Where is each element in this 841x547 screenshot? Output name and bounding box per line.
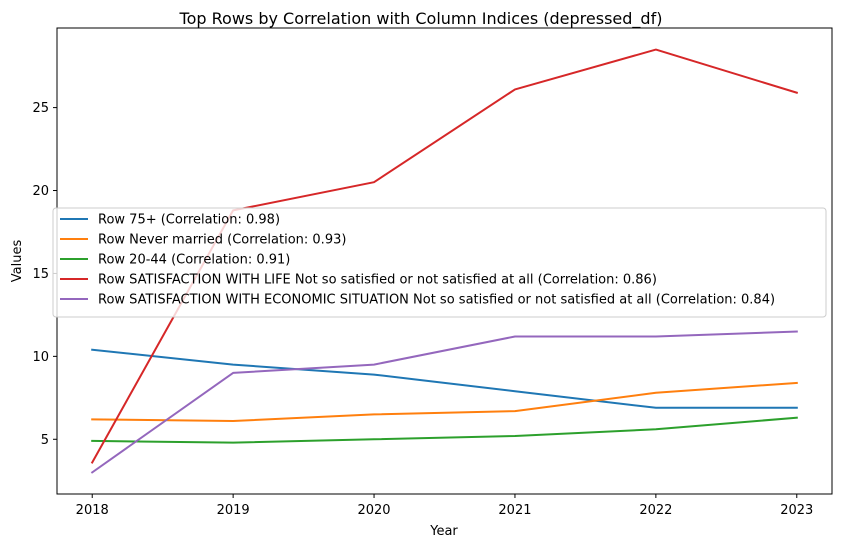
series-line-2 <box>91 381 798 422</box>
series-line-5 <box>90 330 798 474</box>
y-tick-label: 10 <box>32 350 49 365</box>
x-tick-label: 2019 <box>217 503 250 518</box>
y-tick-label: 15 <box>32 267 49 282</box>
x-tick-label: 2018 <box>76 503 109 518</box>
y-tick-label: 25 <box>32 101 49 116</box>
x-tick-label: 2022 <box>639 503 672 518</box>
legend-label-4: Row SATISFACTION WITH LIFE Not so satisf… <box>98 273 657 288</box>
x-tick-label: 2020 <box>357 503 390 518</box>
y-tick-label: 20 <box>32 184 49 199</box>
y-axis-ticks: 5 10 15 20 25 <box>32 101 57 448</box>
series-line-1 <box>91 348 798 409</box>
chart-title: Top Rows by Correlation with Column Indi… <box>179 9 663 29</box>
y-tick-label: 5 <box>41 433 49 448</box>
legend: Row 75+ (Correlation: 0.98) Row Never mar… <box>52 207 827 318</box>
x-tick-label: 2021 <box>498 503 531 518</box>
legend-label-5: Row SATISFACTION WITH ECONOMIC SITUATION… <box>98 293 775 308</box>
series-line-3 <box>91 416 798 444</box>
y-axis-title: Values <box>10 240 25 283</box>
legend-label-1: Row 75+ (Correlation: 0.98) <box>98 213 280 228</box>
x-tick-label: 2023 <box>780 503 813 518</box>
legend-label-3: Row 20-44 (Correlation: 0.91) <box>98 253 290 268</box>
x-axis-title: Year <box>429 524 458 539</box>
legend-label-2: Row Never married (Correlation: 0.93) <box>98 233 346 248</box>
legend-box <box>52 207 827 318</box>
x-axis-ticks: 2018 2019 2020 2021 2022 2023 <box>76 494 813 518</box>
